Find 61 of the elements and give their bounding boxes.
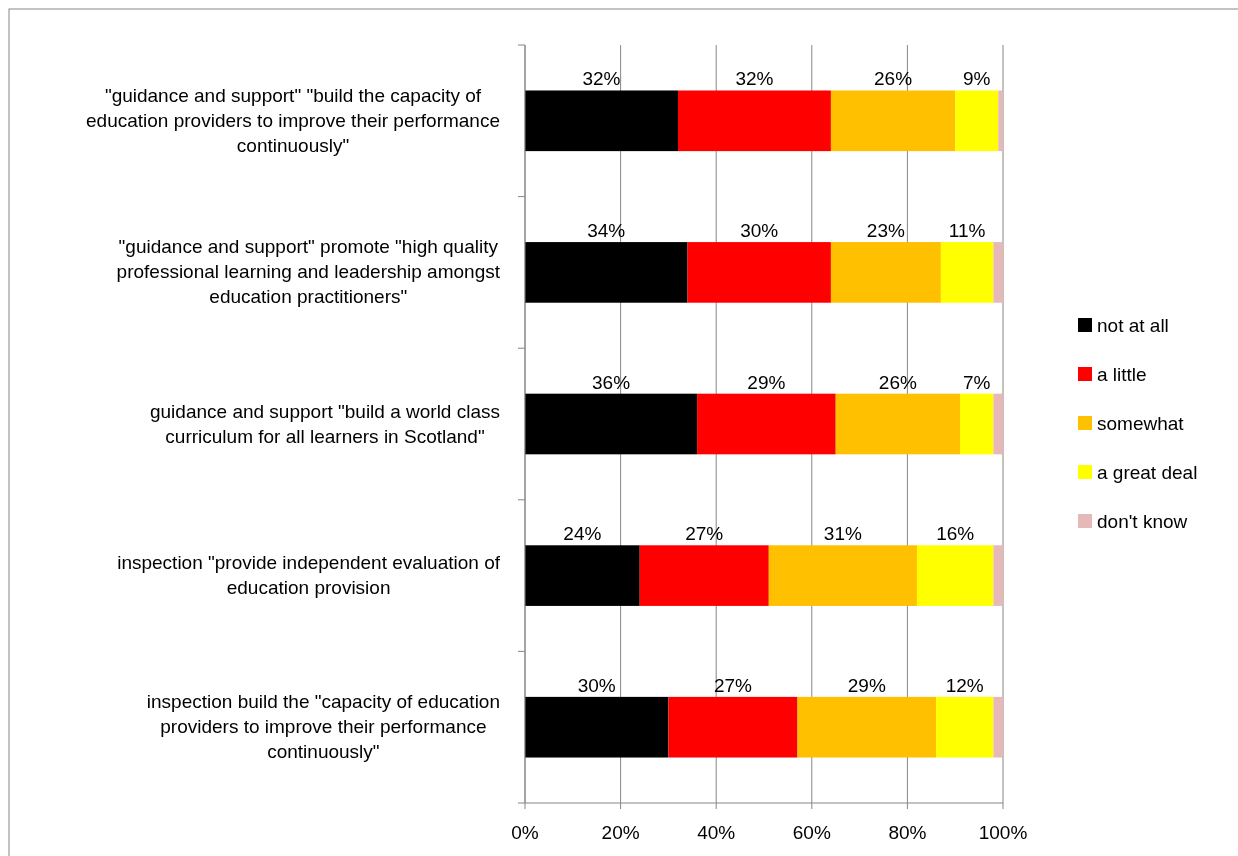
x-tick-label: 100%: [978, 822, 1028, 843]
data-label: 23%: [866, 220, 906, 242]
bar: [525, 242, 688, 303]
x-tick-label: 80%: [888, 822, 927, 843]
data-label: 9%: [962, 68, 991, 90]
bar: [936, 696, 994, 758]
bar: [993, 696, 1003, 758]
data-label: 11%: [948, 220, 986, 242]
bar: [525, 90, 678, 152]
data-label: 12%: [945, 674, 984, 696]
x-tick-label: 0%: [511, 822, 539, 843]
bar: [639, 545, 769, 606]
data-label: 36%: [592, 371, 631, 393]
bar: [835, 393, 960, 455]
x-tick-label: 60%: [792, 822, 831, 843]
y-tick-label: "guidance and support" promote "high quality professional learning and leadership amongst education practitioners": [116, 236, 501, 308]
data-label: 27%: [713, 674, 753, 696]
legend-label: somewhat: [1097, 413, 1185, 434]
bar: [830, 90, 956, 152]
data-label: 32%: [582, 68, 621, 90]
legend-label: not at all: [1097, 315, 1169, 336]
x-tick-label: 40%: [697, 822, 736, 843]
bar: [797, 696, 937, 758]
bar: [697, 393, 836, 455]
bar: [768, 545, 917, 606]
data-label: 24%: [563, 523, 602, 545]
legend-label: a great deal: [1097, 462, 1198, 483]
bar: [955, 90, 999, 152]
bar: [830, 242, 941, 303]
data-label: 30%: [740, 220, 779, 242]
bar: [993, 242, 1003, 303]
y-tick-label: inspection build the "capacity of education providers to improve their performance continuously": [146, 691, 500, 763]
data-label: 27%: [685, 523, 724, 545]
legend-label: don't know: [1097, 511, 1188, 532]
bar: [959, 393, 994, 455]
data-label: 30%: [577, 674, 616, 696]
data-label: 31%: [823, 523, 862, 545]
data-label: 7%: [962, 371, 991, 393]
bar: [687, 242, 831, 303]
bar: [525, 393, 698, 455]
data-label: 26%: [878, 371, 917, 393]
bar: [916, 545, 994, 606]
bar: [525, 696, 669, 758]
data-label: 26%: [874, 68, 913, 90]
bar: [677, 90, 831, 152]
data-label: 34%: [587, 220, 626, 242]
data-label: 29%: [747, 371, 786, 393]
bar: [668, 696, 798, 758]
data-label: 16%: [936, 523, 975, 545]
legend-label: a little: [1097, 364, 1147, 385]
data-label: 29%: [847, 674, 886, 696]
x-tick-label: 20%: [601, 822, 640, 843]
bar: [993, 545, 1003, 606]
bar: [998, 90, 1003, 152]
y-tick-label: inspection "provide independent evaluation of education provision: [117, 552, 501, 599]
bar: [993, 393, 1003, 455]
y-tick-label: "guidance and support" "build the capacity of education providers to improve their performance continuously": [86, 84, 500, 156]
bar: [940, 242, 994, 303]
bar: [525, 545, 640, 606]
data-label: 32%: [735, 68, 774, 90]
y-tick-label: guidance and support "build a world class curriculum for all learners in Scotland": [149, 400, 500, 447]
